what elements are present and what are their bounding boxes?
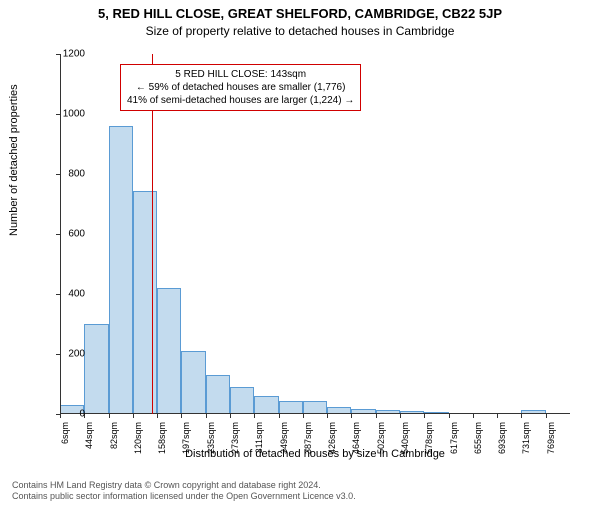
- x-tick-label: 693sqm: [497, 422, 507, 462]
- x-tick-mark: [303, 414, 304, 418]
- x-tick-label: 464sqm: [351, 422, 361, 462]
- annotation-line-3: 41% of semi-detached houses are larger (…: [127, 94, 354, 107]
- x-tick-mark: [109, 414, 110, 418]
- x-tick-label: 617sqm: [449, 422, 459, 462]
- x-tick-mark: [424, 414, 425, 418]
- annotation-line-1: 5 RED HILL CLOSE: 143sqm: [127, 68, 354, 81]
- x-tick-label: 731sqm: [521, 422, 531, 462]
- y-tick-label: 600: [45, 229, 85, 240]
- x-tick-label: 349sqm: [279, 422, 289, 462]
- x-tick-label: 235sqm: [206, 422, 216, 462]
- y-tick-label: 800: [45, 169, 85, 180]
- histogram-bar: [133, 191, 157, 415]
- page-subtitle: Size of property relative to detached ho…: [0, 24, 600, 38]
- y-tick-label: 1000: [45, 109, 85, 120]
- x-tick-label: 540sqm: [400, 422, 410, 462]
- x-tick-mark: [230, 414, 231, 418]
- x-tick-label: 197sqm: [181, 422, 191, 462]
- x-axis-line: [60, 413, 570, 414]
- x-tick-mark: [376, 414, 377, 418]
- x-tick-mark: [521, 414, 522, 418]
- histogram-plot: 5 RED HILL CLOSE: 143sqm← 59% of detache…: [60, 54, 570, 414]
- x-tick-label: 578sqm: [424, 422, 434, 462]
- x-tick-label: 273sqm: [230, 422, 240, 462]
- x-tick-label: 426sqm: [327, 422, 337, 462]
- y-tick-label: 200: [45, 349, 85, 360]
- histogram-bar: [254, 396, 278, 414]
- chart-area: 5 RED HILL CLOSE: 143sqm← 59% of detache…: [60, 54, 570, 414]
- x-tick-mark: [254, 414, 255, 418]
- y-tick-label: 1200: [45, 49, 85, 60]
- histogram-bar: [157, 288, 181, 414]
- x-tick-label: 44sqm: [84, 422, 94, 462]
- x-tick-label: 120sqm: [133, 422, 143, 462]
- x-tick-label: 82sqm: [109, 422, 119, 462]
- x-tick-label: 655sqm: [473, 422, 483, 462]
- x-tick-mark: [206, 414, 207, 418]
- y-tick-label: 400: [45, 289, 85, 300]
- histogram-bar: [279, 401, 303, 415]
- histogram-bar: [230, 387, 254, 414]
- x-tick-mark: [400, 414, 401, 418]
- footer-line-2: Contains public sector information licen…: [12, 491, 356, 502]
- x-tick-label: 6sqm: [60, 422, 70, 462]
- x-tick-mark: [449, 414, 450, 418]
- x-tick-mark: [351, 414, 352, 418]
- histogram-bar: [181, 351, 205, 414]
- x-tick-mark: [133, 414, 134, 418]
- footer-line-1: Contains HM Land Registry data © Crown c…: [12, 480, 356, 491]
- x-tick-label: 502sqm: [376, 422, 386, 462]
- x-tick-mark: [181, 414, 182, 418]
- histogram-bar: [303, 401, 327, 415]
- x-tick-mark: [473, 414, 474, 418]
- y-axis-label: Number of detached properties: [8, 84, 20, 236]
- histogram-bar: [206, 375, 230, 414]
- x-tick-label: 158sqm: [157, 422, 167, 462]
- annotation-box: 5 RED HILL CLOSE: 143sqm← 59% of detache…: [120, 64, 361, 111]
- x-tick-mark: [157, 414, 158, 418]
- x-tick-label: 769sqm: [546, 422, 556, 462]
- x-tick-mark: [546, 414, 547, 418]
- x-tick-label: 311sqm: [254, 422, 264, 462]
- histogram-bar: [84, 324, 108, 414]
- page-title: 5, RED HILL CLOSE, GREAT SHELFORD, CAMBR…: [0, 6, 600, 21]
- annotation-line-2: ← 59% of detached houses are smaller (1,…: [127, 81, 354, 94]
- footer-attribution: Contains HM Land Registry data © Crown c…: [12, 480, 356, 502]
- x-tick-mark: [327, 414, 328, 418]
- y-tick-label: 0: [45, 409, 85, 420]
- x-tick-mark: [497, 414, 498, 418]
- x-tick-label: 387sqm: [303, 422, 313, 462]
- x-tick-mark: [279, 414, 280, 418]
- histogram-bar: [109, 126, 133, 414]
